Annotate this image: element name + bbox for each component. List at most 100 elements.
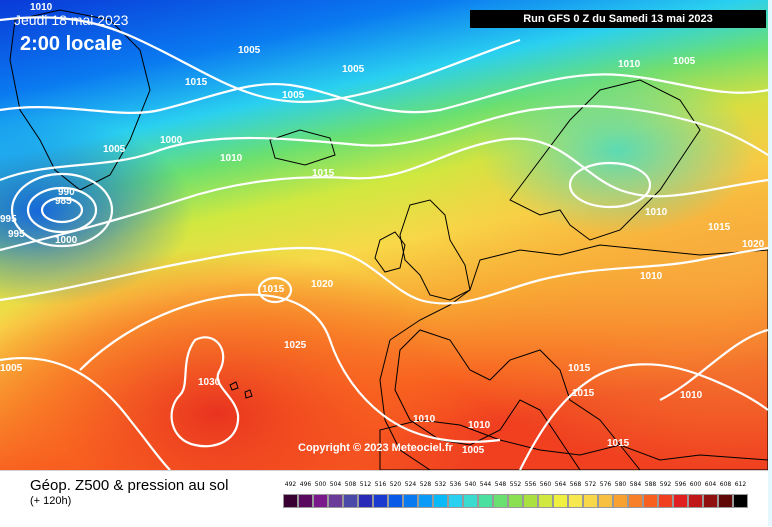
britain-coast [399,199,471,301]
legend-label: 572 [584,481,597,488]
isobar-label: 1005 [342,64,365,75]
legend-swatch [598,494,613,508]
legend-label: 588 [644,481,657,488]
legend-swatch [703,494,718,508]
legend-label: 500 [314,481,327,488]
geopotential-map: 1010 1005 1005 1015 1005 1010 1005 1005 … [0,0,772,470]
legend-swatch [493,494,508,508]
legend-labels: 492 496 500 504 508 512 516 520 524 528 532 536 540 5… [283,481,749,492]
high-center-isobar [170,336,240,448]
legend-label: 520 [389,481,402,488]
isobar-label: 1015 [185,77,208,88]
isobar-label: 985 [55,196,72,207]
isobar-label: 1025 [284,340,307,351]
legend-label: 576 [599,481,612,488]
legend-footer: Géop. Z500 & pression au sol (+ 120h) 49… [0,470,772,527]
legend-swatch [448,494,463,508]
low-center-isobar [26,186,98,234]
legend-label: 564 [554,481,567,488]
isobar-label: 1010 [640,271,663,282]
isobar-line [0,357,171,470]
greenland-coast [9,9,151,191]
isobar-line [0,246,769,305]
legend-label: 524 [404,481,417,488]
isobar-label: 1010 [413,414,436,425]
legend-swatch [388,494,403,508]
copyright-notice: Copyright © 2023 Meteociel.fr [298,442,453,454]
legend-label: 512 [359,481,372,488]
forecast-lead: (+ 120h) [30,495,72,507]
legend-swatch [628,494,643,508]
isobar-line [659,328,769,401]
isobar-label: 1005 [462,445,485,456]
legend-label: 600 [689,481,702,488]
isobar-label: 1015 [262,284,285,295]
isobar-label: 1015 [572,388,595,399]
isobar-label: 1005 [103,144,126,155]
legend-label: 604 [704,481,717,488]
legend-swatch [673,494,688,508]
legend-swatch [538,494,553,508]
legend-label: 536 [449,481,462,488]
legend-label: 528 [419,481,432,488]
legend-label: 508 [344,481,357,488]
legend-label: 592 [659,481,672,488]
legend-label: 596 [674,481,687,488]
isobar-label: 1015 [607,438,630,449]
run-info-box: Run GFS 0 Z du Samedi 13 mai 2023 [470,10,766,28]
legend-swatch [283,494,298,508]
legend-swatch [643,494,658,508]
low-center-isobar [10,172,114,248]
legend-label: 532 [434,481,447,488]
legend-label: 580 [614,481,627,488]
legend-swatch [403,494,418,508]
legend-label: 612 [734,481,747,488]
canary-islands [229,381,253,399]
valid-time: 2:00 locale [20,33,123,55]
isobar-label: 1020 [311,279,334,290]
isobar-line [79,293,501,443]
legend-swatch [733,494,748,508]
legend-swatch [478,494,493,508]
isobar-label: 1010 [468,420,491,431]
legend-label: 568 [569,481,582,488]
isobar-label: 1000 [160,135,183,146]
small-high-isobar [257,276,293,304]
isobar-label: 1020 [742,239,765,250]
isobar-label: 1015 [708,222,731,233]
nordic-low-isobar [568,161,652,209]
low-center-isobar [40,196,84,224]
isobar-line [0,104,769,182]
legend-swatch [358,494,373,508]
isobar-label: 1000 [55,235,78,246]
legend-swatch [613,494,628,508]
isobar-label: 1005 [0,363,23,374]
legend-swatch [583,494,598,508]
legend-label: 496 [299,481,312,488]
isobar-label: 1010 [680,390,703,401]
color-scale-legend: 492 496 500 504 508 512 516 520 524 528 532 536 540 5… [283,481,749,509]
north-atlantic-low-field [0,0,772,470]
legend-label: 548 [494,481,507,488]
legend-swatch [328,494,343,508]
isobar-line [0,73,769,114]
legend-label: 552 [509,481,522,488]
isobar-label: 1010 [30,2,53,13]
legend-swatch [343,494,358,508]
legend-swatch [688,494,703,508]
isobar-label: 1010 [220,153,243,164]
legend-label: 492 [284,481,297,488]
valid-date: Jeudi 18 mai 2023 [14,12,129,28]
legend-label: 544 [479,481,492,488]
isobar-label: 990 [58,187,75,198]
legend-swatch [553,494,568,508]
isobar-line [519,363,769,470]
legend-label: 584 [629,481,642,488]
legend-label: 560 [539,481,552,488]
legend-swatch [658,494,673,508]
isobar-label: 1030 [198,377,221,388]
isobar-label: 995 [0,214,17,225]
legend-swatch [568,494,583,508]
legend-swatch [508,494,523,508]
